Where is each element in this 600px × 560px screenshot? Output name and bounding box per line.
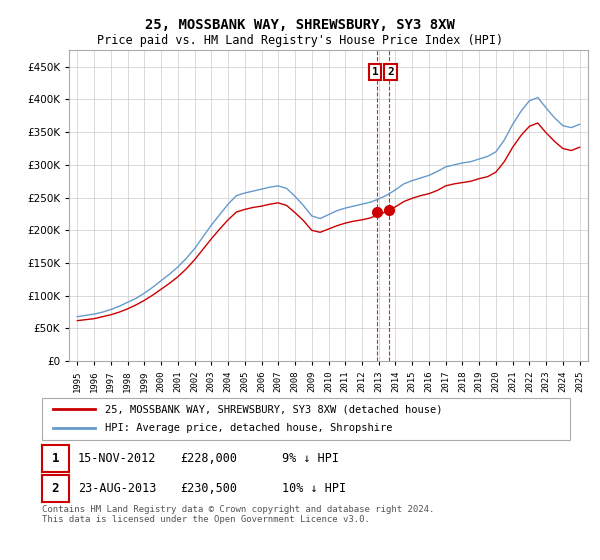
- Text: 2: 2: [387, 67, 394, 77]
- Text: Contains HM Land Registry data © Crown copyright and database right 2024.
This d: Contains HM Land Registry data © Crown c…: [42, 505, 434, 524]
- Text: £230,500: £230,500: [180, 482, 237, 495]
- Text: 9% ↓ HPI: 9% ↓ HPI: [282, 452, 339, 465]
- Text: 2: 2: [52, 482, 59, 495]
- Text: Price paid vs. HM Land Registry's House Price Index (HPI): Price paid vs. HM Land Registry's House …: [97, 34, 503, 47]
- Text: 23-AUG-2013: 23-AUG-2013: [78, 482, 157, 495]
- Text: HPI: Average price, detached house, Shropshire: HPI: Average price, detached house, Shro…: [106, 423, 393, 433]
- FancyBboxPatch shape: [42, 398, 570, 440]
- Text: £228,000: £228,000: [180, 452, 237, 465]
- Text: 25, MOSSBANK WAY, SHREWSBURY, SY3 8XW (detached house): 25, MOSSBANK WAY, SHREWSBURY, SY3 8XW (d…: [106, 404, 443, 414]
- Text: 1: 1: [52, 452, 59, 465]
- Text: 15-NOV-2012: 15-NOV-2012: [78, 452, 157, 465]
- Text: 25, MOSSBANK WAY, SHREWSBURY, SY3 8XW: 25, MOSSBANK WAY, SHREWSBURY, SY3 8XW: [145, 18, 455, 32]
- Text: 10% ↓ HPI: 10% ↓ HPI: [282, 482, 346, 495]
- Text: 1: 1: [372, 67, 379, 77]
